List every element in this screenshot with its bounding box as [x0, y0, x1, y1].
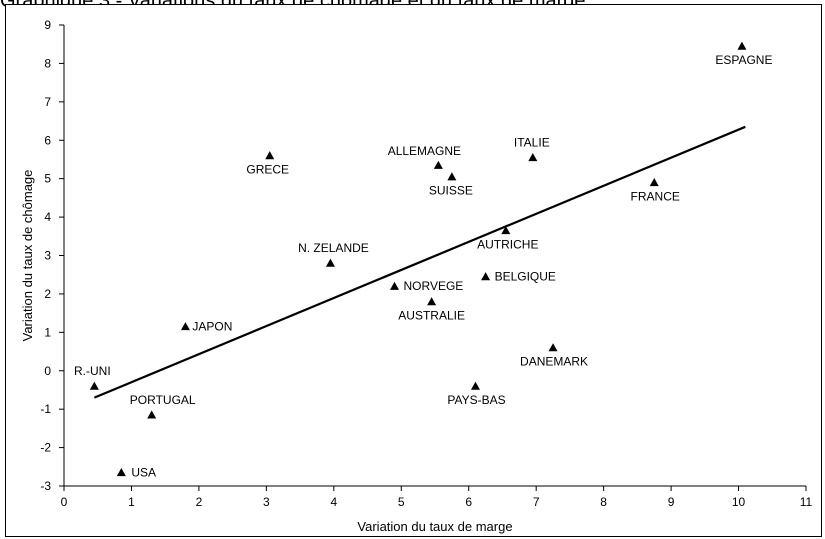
data-point-marker — [481, 272, 491, 281]
x-tick-label: 3 — [263, 495, 270, 509]
data-point-marker — [433, 160, 443, 169]
y-tick-label: 3 — [44, 249, 51, 263]
data-point-marker — [116, 468, 126, 477]
x-tick-label: 5 — [398, 495, 405, 509]
data-point-marker — [548, 343, 558, 352]
data-point-marker — [265, 151, 275, 160]
data-point-label: USA — [131, 466, 156, 480]
y-tick-label: 1 — [44, 325, 51, 339]
trend-line — [93, 125, 746, 399]
y-tick-label: 0 — [44, 364, 51, 378]
data-point-label: GRECE — [246, 163, 289, 177]
scatter-chart: -3 -2 -1 0 1 2 3 4 5 6 7 8 9 0 1 2 3 4 5 6 7 8 9 10 11 ESPAGNE IT… — [20, 18, 813, 534]
y-axis-label: Variation du taux de chômage — [20, 170, 35, 342]
x-tick-label: 0 — [61, 495, 68, 509]
y-tick-label: 5 — [44, 172, 51, 186]
data-point-label: N. ZELANDE — [298, 241, 369, 255]
x-tick-label: 11 — [800, 495, 813, 509]
data-point-label: ALLEMAGNE — [388, 144, 461, 158]
data-point-label: R.-UNI — [74, 364, 111, 378]
y-tick-label: 4 — [44, 210, 51, 224]
data-point-marker — [390, 281, 400, 290]
data-point-marker — [325, 258, 335, 267]
data-point-label: SUISSE — [429, 184, 473, 198]
x-tick-label: 10 — [732, 495, 746, 509]
data-point-label: AUTRICHE — [477, 238, 538, 252]
x-axis-label: Variation du taux de marge — [357, 519, 512, 534]
data-point-marker — [147, 410, 157, 419]
y-tick-label: 8 — [44, 56, 51, 70]
data-point-label: ITALIE — [514, 136, 550, 150]
y-tick-label: 6 — [44, 133, 51, 147]
y-tick-label: -1 — [40, 402, 51, 416]
data-point-marker — [737, 41, 747, 50]
y-tick-label: 2 — [44, 287, 51, 301]
x-tick-label: 9 — [668, 495, 675, 509]
data-point-marker — [470, 381, 480, 390]
data-point-marker — [447, 172, 457, 181]
data-point-label: ESPAGNE — [715, 53, 772, 67]
data-point-marker — [501, 226, 511, 235]
data-point-label: AUSTRALIE — [398, 309, 465, 323]
x-tick-label: 7 — [533, 495, 540, 509]
data-point-label: DANEMARK — [520, 355, 588, 369]
data-point-marker — [427, 297, 437, 306]
data-point-label: PORTUGAL — [130, 393, 196, 407]
data-point-marker — [89, 381, 99, 390]
data-point-marker — [528, 153, 538, 162]
x-tick-label: 4 — [330, 495, 337, 509]
y-tick-label: 7 — [44, 95, 51, 109]
data-point-label: NORVEGE — [404, 279, 464, 293]
data-point-label: PAYS-BAS — [447, 393, 505, 407]
x-tick-label: 1 — [128, 495, 135, 509]
chart-frame: -3 -2 -1 0 1 2 3 4 5 6 7 8 9 0 1 2 3 4 5 6 7 8 9 10 11 ESPAGNE IT… — [5, 4, 822, 537]
y-tick-label: 9 — [44, 18, 51, 32]
data-point-label: JAPON — [192, 320, 232, 334]
y-tick-label: -3 — [40, 479, 51, 493]
data-point-marker — [649, 178, 659, 187]
data-point-marker — [180, 322, 190, 331]
data-point-label: BELGIQUE — [495, 270, 556, 284]
data-point-label: FRANCE — [631, 190, 680, 204]
y-tick-label: -2 — [40, 441, 51, 455]
x-tick-label: 6 — [465, 495, 472, 509]
x-tick-label: 8 — [600, 495, 607, 509]
x-tick-label: 2 — [196, 495, 203, 509]
